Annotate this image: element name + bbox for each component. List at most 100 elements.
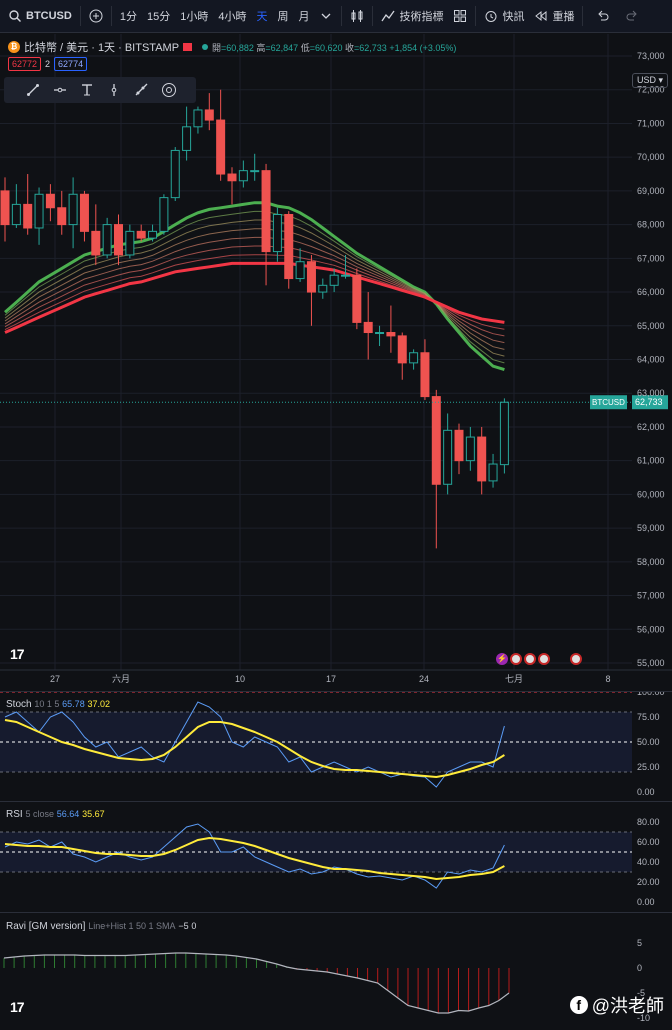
symbol-search[interactable]: BTCUSD [0, 0, 77, 33]
ohlc-values: 開=60,882 高=62,847 低=60,620 收=62,733 +1,8… [212, 42, 457, 53]
price-tick-label: 67,000 [637, 253, 665, 263]
add-circle-icon [89, 9, 103, 23]
event-markers: ⚡ [496, 653, 582, 665]
candle-body [454, 429, 464, 462]
candle-body [91, 230, 101, 256]
interval-15m[interactable]: 15分 [146, 11, 171, 23]
us-flag-event-icon[interactable] [524, 653, 536, 665]
toolbar-divider [79, 6, 81, 26]
us-flag-event-icon[interactable] [510, 653, 522, 665]
interval-1w[interactable]: 周 [277, 11, 289, 23]
stoch-d-line [4, 719, 505, 779]
candle-body [386, 332, 396, 337]
price-tick-label: 68,000 [637, 220, 665, 230]
interval-1mo[interactable]: 月 [298, 11, 310, 23]
indicators-label: 技術指標 [399, 11, 444, 23]
compare-button[interactable] [84, 0, 108, 33]
candle-body [57, 207, 67, 226]
us-flag-event-icon[interactable] [570, 653, 582, 665]
candle-body [352, 274, 362, 323]
candle-body [148, 230, 158, 239]
last-price-text: 62,733 [635, 397, 663, 407]
candle-body [272, 213, 282, 253]
market-status-icon [202, 44, 209, 50]
chart-legend: ₿ 比特幣 / 美元 · 1天 · BITSTAMP 開=60,882 高=62… [8, 39, 456, 55]
ravi-pane[interactable]: 5 0 -5 -10 Ravi [GM version] Line+Hist 1 50… [0, 912, 672, 1026]
candle-body [363, 321, 373, 334]
ravi-chart[interactable]: 5 0 -5 -10 [0, 913, 672, 1027]
tradingview-logo-icon: 17 [10, 999, 25, 1015]
osc-band [0, 712, 632, 772]
candle-body [11, 203, 21, 226]
candle-body [250, 170, 260, 173]
price-tick-label: 64,000 [637, 355, 665, 365]
chart-type-button[interactable] [345, 0, 369, 33]
osc-axis-label: 40.00 [637, 857, 660, 867]
ravi-axis-label: -5 [637, 988, 645, 998]
time-tick-label: 17 [326, 674, 336, 684]
chart-title[interactable]: 比特幣 / 美元 · 1天 · BITSTAMP [24, 42, 180, 54]
trend-line-icon[interactable] [26, 83, 40, 97]
currency-selector[interactable]: USD ▾ [632, 73, 669, 88]
stoch-chart[interactable]: 100.00 75.00 50.00 25.00 0.00 [0, 687, 672, 801]
replay-button[interactable]: 重播 [529, 0, 579, 33]
price-tick-label: 55,000 [637, 658, 665, 668]
chevron-down-icon [322, 13, 331, 19]
price-tick-label: 60,000 [637, 489, 665, 499]
us-flag-event-icon[interactable] [538, 653, 550, 665]
interval-1d[interactable]: 天 [256, 11, 268, 23]
sell-price-button[interactable]: 62772 [8, 57, 42, 71]
candle-body [318, 284, 328, 293]
alert-label: 快訊 [502, 11, 525, 23]
ma-ribbon-line [4, 245, 505, 337]
alert-button[interactable]: 快訊 [479, 0, 529, 33]
bid-ask-badges: 62772 2 62774 [8, 57, 88, 71]
interval-4h[interactable]: 4小時 [218, 11, 247, 23]
vertical-line-icon[interactable] [107, 83, 121, 97]
rsi-chart[interactable]: 80.00 60.00 40.00 20.00 0.00 [0, 802, 672, 912]
redo-button[interactable] [620, 0, 644, 33]
candle-body [465, 436, 475, 462]
price-tick-label: 56,000 [637, 624, 665, 634]
interval-1m[interactable]: 1分 [119, 11, 137, 23]
stoch-pane[interactable]: 100.00 75.00 50.00 25.00 0.00 Stoch 10 1 5 6… [0, 687, 672, 801]
spread-value: 2 [45, 59, 51, 69]
candle-body [227, 173, 237, 182]
price-pane[interactable]: BTCUSD 62,733 73,000 72,000 71,000 70,000 69,… [0, 34, 672, 690]
osc-axis-label: 75.00 [637, 712, 660, 722]
undo-button[interactable] [586, 0, 620, 33]
ray-tool-icon[interactable] [134, 83, 148, 97]
ravi-legend: Ravi [GM version] Line+Hist 1 50 1 SMA −… [6, 921, 197, 932]
facebook-icon: f [569, 996, 588, 1014]
price-tick-label: 57,000 [637, 591, 665, 601]
horizontal-line-icon[interactable] [53, 83, 67, 97]
price-tick-label: 63,000 [637, 388, 665, 398]
top-toolbar: BTCUSD 1分 15分 1小時 4小時 天 周 月 技術指標 快訊 重播 [0, 0, 672, 33]
bitcoin-logo-icon: ₿ [8, 41, 20, 53]
osc-axis-label: 20.00 [637, 877, 660, 887]
candle-body [216, 119, 226, 175]
candle-body [136, 230, 146, 239]
settings-circle-icon[interactable] [161, 82, 177, 98]
candle-body [329, 274, 339, 286]
flag-icon [183, 43, 193, 51]
ravi-axis-label: 0 [637, 963, 642, 973]
indicators-button[interactable]: 技術指標 [376, 0, 448, 33]
buy-price-button[interactable]: 62774 [54, 57, 88, 71]
candle-body [125, 230, 135, 256]
layout-button[interactable] [448, 0, 472, 33]
candle-body [306, 261, 316, 293]
rsi-pane[interactable]: 80.00 60.00 40.00 20.00 0.00 RSI 5 close 56.… [0, 801, 672, 911]
candlestick-chart[interactable]: BTCUSD 62,733 73,000 72,000 71,000 70,000 69,… [0, 34, 672, 690]
last-price-tag [632, 395, 668, 410]
candle-body [23, 203, 33, 229]
candle-body [170, 149, 180, 199]
interval-dropdown[interactable] [314, 0, 338, 33]
candle-body [431, 396, 441, 485]
text-tool-icon[interactable] [80, 83, 94, 97]
author-watermark: f @洪老師 [569, 992, 664, 1018]
candle-body [443, 429, 453, 485]
interval-1h[interactable]: 1小時 [180, 11, 209, 23]
osc-axis-label: 100.00 [637, 692, 665, 697]
lightning-event-icon[interactable]: ⚡ [496, 653, 508, 665]
